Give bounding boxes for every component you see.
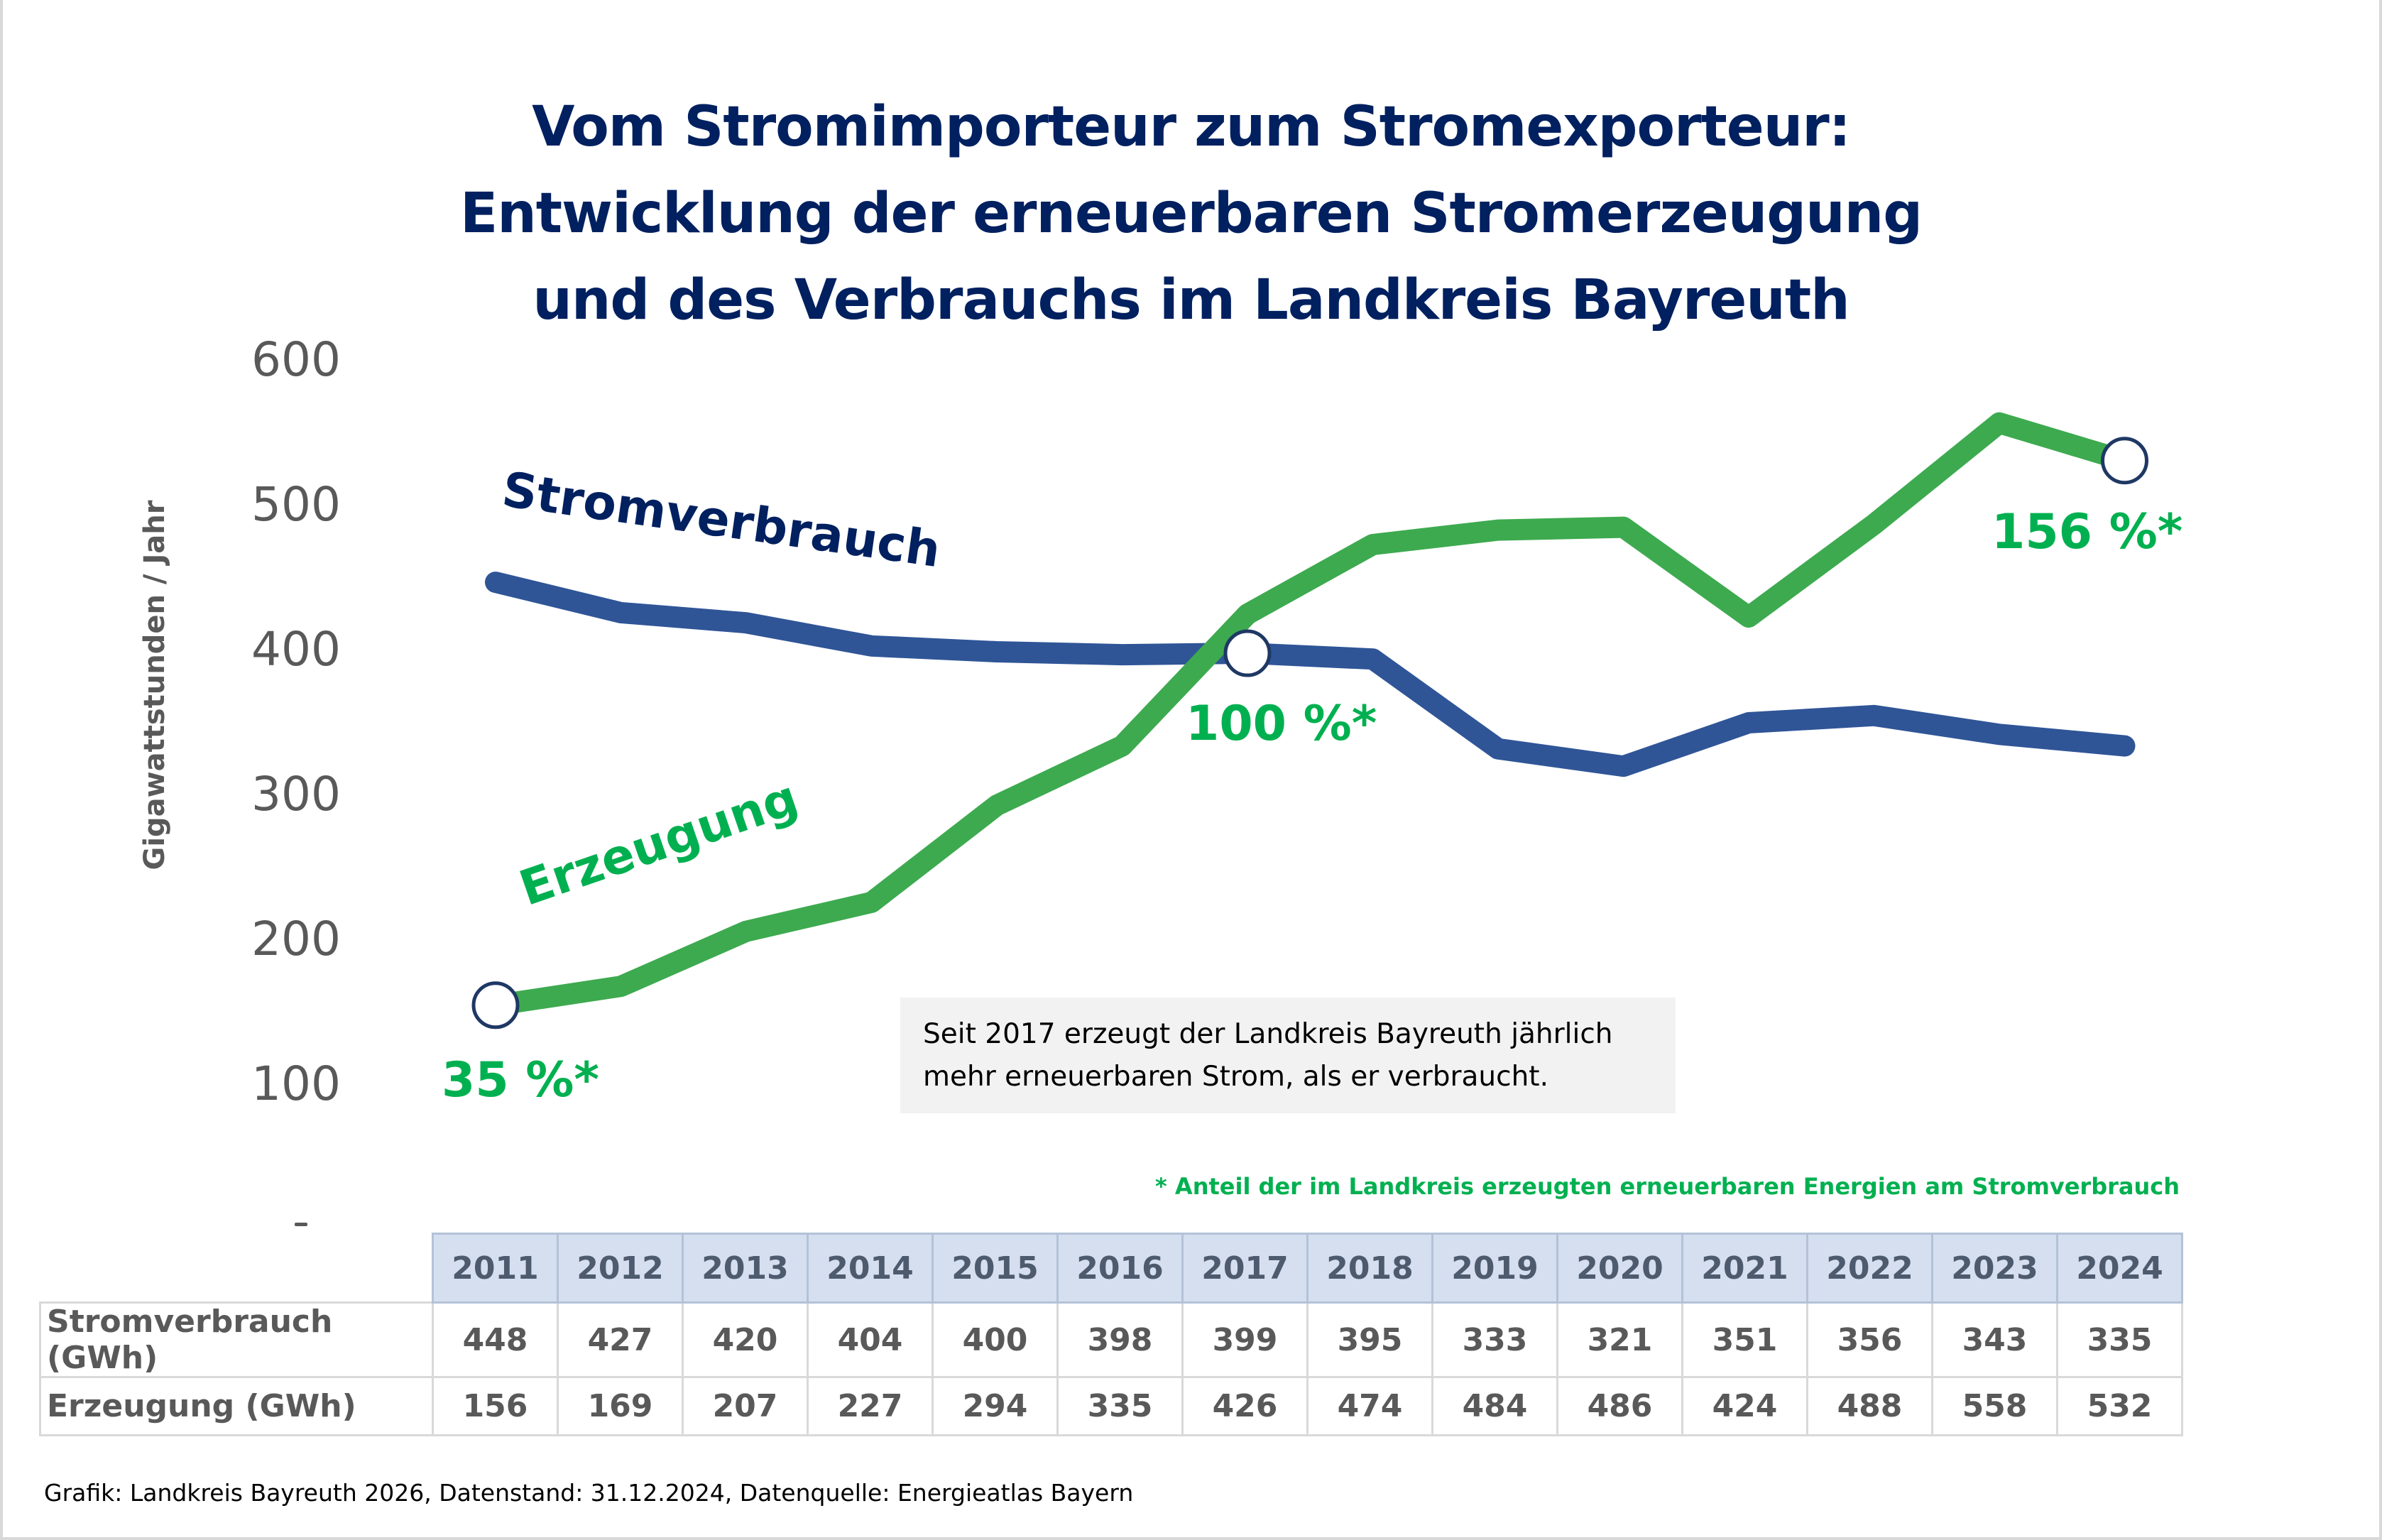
table-cell-stromverbrauch-2014: 404 <box>807 1301 934 1378</box>
table-cell-erzeugung-2019: 484 <box>1431 1376 1558 1436</box>
series-line-stromverbrauch <box>485 572 2136 777</box>
table-cell-stromverbrauch-2011: 448 <box>432 1301 559 1378</box>
table-year-2019: 2019 <box>1431 1233 1558 1304</box>
table-cell-erzeugung-2015: 294 <box>932 1376 1059 1436</box>
table-cell-stromverbrauch-2012: 427 <box>557 1301 684 1378</box>
table-cell-erzeugung-2011: 156 <box>432 1376 559 1436</box>
data-table: 2011 2012 2013 2014 2015 2016 2017 2018 2019 2020… <box>39 1233 2183 1436</box>
table-year-2011: 2011 <box>432 1233 559 1304</box>
y-tick-zero-dash <box>295 1223 307 1226</box>
table-cell-stromverbrauch-2020: 321 <box>1556 1301 1683 1378</box>
table-year-2014: 2014 <box>807 1233 934 1304</box>
table-row-label: Erzeugung (GWh) <box>39 1376 434 1436</box>
note-line-1: Seit 2017 erzeugt der Landkreis Bayreuth… <box>923 1018 1613 1050</box>
table-year-2023: 2023 <box>1931 1233 2058 1304</box>
table-cell-erzeugung-2021: 424 <box>1681 1376 1808 1436</box>
table-cell-erzeugung-2014: 227 <box>807 1376 934 1436</box>
table-cell-erzeugung-2017: 426 <box>1181 1376 1309 1436</box>
table-row-label: Stromverbrauch (GWh) <box>39 1301 434 1378</box>
table-row-stromverbrauch: Stromverbrauch (GWh) 448 427 420 404 400 398 39… <box>39 1301 2183 1378</box>
table-cell-erzeugung-2022: 488 <box>1806 1376 1933 1436</box>
marker-circle-2024 <box>2101 437 2148 485</box>
footnote: * Anteil der im Landkreis erzeugten erne… <box>1155 1173 2180 1200</box>
table-year-2013: 2013 <box>682 1233 809 1304</box>
series-line-erzeugung <box>485 412 2136 1016</box>
annotation-2017: 100 %* <box>1186 696 1377 752</box>
table-cell-stromverbrauch-2022: 356 <box>1806 1301 1933 1378</box>
table-corner <box>40 1233 433 1303</box>
table-cell-stromverbrauch-2018: 395 <box>1306 1301 1433 1378</box>
note-line-2: mehr erneuerbaren Strom, als er verbrauc… <box>923 1061 1548 1093</box>
annotation-2024: 156 %* <box>1992 504 2183 560</box>
y-tick-label-100: 100 <box>251 1056 341 1111</box>
table-cell-stromverbrauch-2019: 333 <box>1431 1301 1558 1378</box>
y-tick-label-400: 400 <box>251 622 341 677</box>
table-cell-stromverbrauch-2017: 399 <box>1181 1301 1309 1378</box>
table-year-2020: 2020 <box>1556 1233 1683 1304</box>
table-cell-stromverbrauch-2023: 343 <box>1931 1301 2058 1378</box>
marker-circle-2011 <box>471 981 520 1030</box>
source-credit: Grafik: Landkreis Bayreuth 2026, Datenst… <box>44 1479 1134 1507</box>
table-cell-erzeugung-2016: 335 <box>1056 1376 1184 1436</box>
table-cell-erzeugung-2018: 474 <box>1306 1376 1433 1436</box>
info-note-box: Seit 2017 erzeugt der Landkreis Bayreuth… <box>900 998 1676 1113</box>
marker-circle-2017 <box>1223 629 1272 677</box>
annotation-2011: 35 %* <box>442 1052 599 1108</box>
table-cell-erzeugung-2023: 558 <box>1931 1376 2058 1436</box>
y-tick-label-300: 300 <box>251 767 341 821</box>
table-year-2017: 2017 <box>1181 1233 1309 1304</box>
table-cell-stromverbrauch-2024: 335 <box>2056 1301 2183 1378</box>
title-line-3: und des Verbrauchs im Landkreis Bayreuth <box>532 268 1850 332</box>
table-year-2022: 2022 <box>1806 1233 1933 1304</box>
table-year-2018: 2018 <box>1306 1233 1433 1304</box>
table-row-erzeugung: Erzeugung (GWh) 156 169 207 227 294 335 426 474 4… <box>39 1376 2183 1436</box>
table-cell-stromverbrauch-2021: 351 <box>1681 1301 1808 1378</box>
table-header-row: 2011 2012 2013 2014 2015 2016 2017 2018 2019 2020… <box>40 1233 2183 1304</box>
table-cell-erzeugung-2012: 169 <box>557 1376 684 1436</box>
title-line-2: Entwicklung der erneuerbaren Stromerzeug… <box>459 182 1923 246</box>
table-cell-stromverbrauch-2016: 398 <box>1056 1301 1184 1378</box>
y-tick-label-200: 200 <box>251 912 341 966</box>
table-cell-stromverbrauch-2015: 400 <box>932 1301 1059 1378</box>
table-cell-erzeugung-2020: 486 <box>1556 1376 1683 1436</box>
chart-title: Vom Stromimporteur zum Stromexporteur: E… <box>0 84 2382 344</box>
table-year-2012: 2012 <box>557 1233 684 1304</box>
title-line-1: Vom Stromimporteur zum Stromexporteur: <box>532 95 1851 159</box>
table-year-2016: 2016 <box>1056 1233 1184 1304</box>
table-year-2024: 2024 <box>2056 1233 2183 1304</box>
y-tick-label-500: 500 <box>251 477 341 532</box>
table-year-2021: 2021 <box>1681 1233 1808 1304</box>
table-cell-erzeugung-2013: 207 <box>682 1376 809 1436</box>
table-cell-stromverbrauch-2013: 420 <box>682 1301 809 1378</box>
table-cell-erzeugung-2024: 532 <box>2056 1376 2183 1436</box>
table-year-2015: 2015 <box>932 1233 1059 1304</box>
y-tick-label-600: 600 <box>251 332 341 387</box>
